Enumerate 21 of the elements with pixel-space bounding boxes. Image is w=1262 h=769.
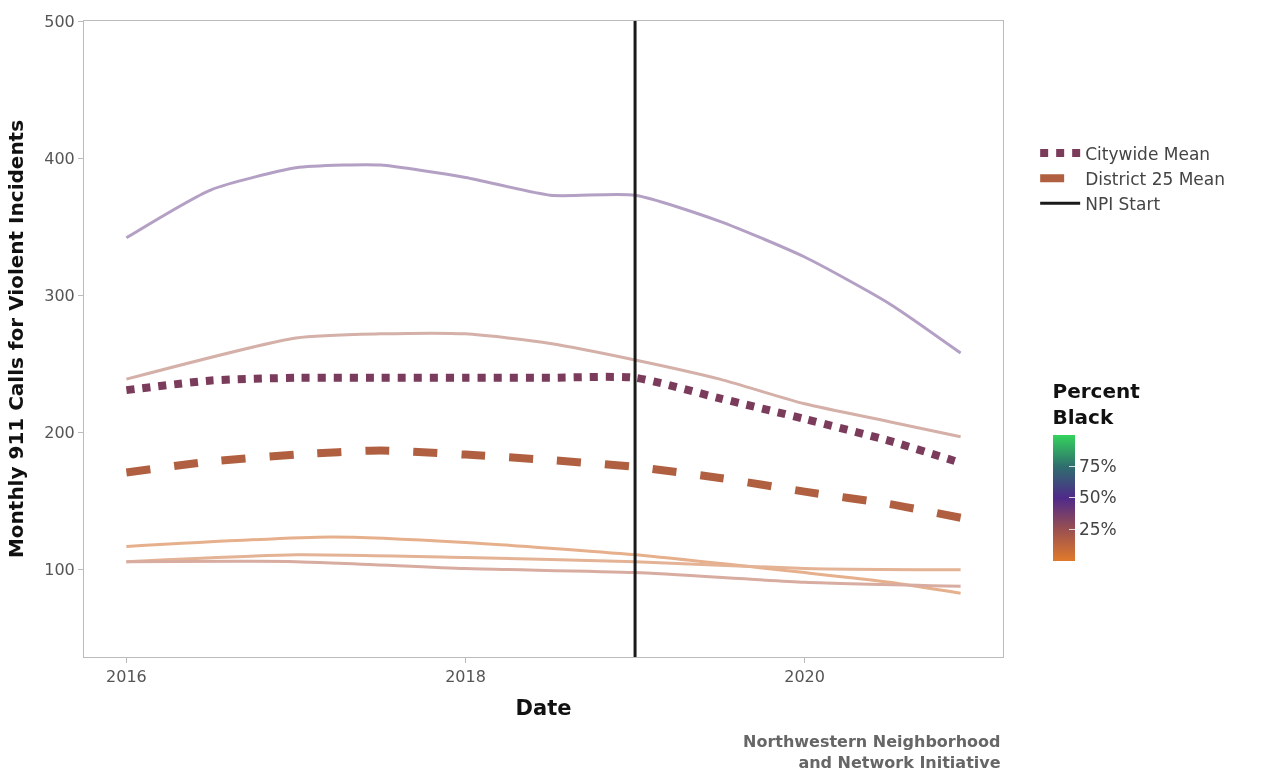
x-axis-title: Date	[515, 696, 572, 721]
y-tick-label: 500	[44, 11, 75, 31]
color-bar-label: 25%	[1078, 518, 1117, 539]
line-series	[124, 535, 963, 595]
text: Northwestern Neighborhood and Network Initiative	[743, 732, 1001, 769]
y-tick-label: 300	[44, 286, 75, 306]
x-tick-label: 2016	[106, 667, 147, 687]
y-axis-title: Monthly 911 Calls for Violent Incidents	[3, 119, 28, 559]
legend-label: NPI Start	[1085, 193, 1161, 214]
color-bar-label: 50%	[1078, 487, 1117, 508]
line-series	[124, 331, 963, 439]
y-tick-label: 100	[44, 560, 75, 580]
y-tick-label: 200	[44, 423, 75, 443]
line-series	[124, 163, 963, 355]
color-bar-label: 75%	[1078, 455, 1117, 476]
x-tick-label: 2018	[445, 667, 486, 687]
legend-label: District 25 Mean	[1085, 168, 1225, 189]
legend-label: Citywide Mean	[1085, 143, 1211, 164]
color-bar-title: Percent Black	[1052, 378, 1141, 429]
x-tick-label: 2020	[784, 667, 825, 687]
y-tick-label: 400	[44, 148, 75, 168]
